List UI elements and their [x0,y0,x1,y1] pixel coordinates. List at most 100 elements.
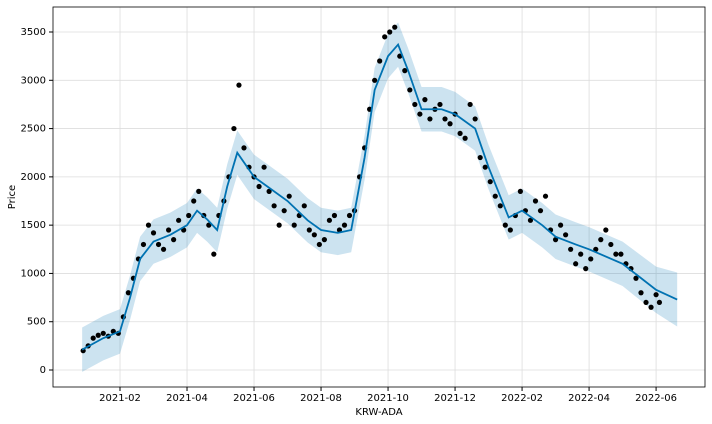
observed-point [291,222,297,228]
observed-point [241,145,247,151]
observed-point [457,130,463,137]
observed-point [487,179,493,185]
y-tick-label: 2000 [21,172,46,183]
y-tick-label: 3500 [21,27,46,38]
observed-point [211,251,217,257]
observed-point [397,53,403,59]
observed-point [382,34,388,40]
observed-point [286,193,292,199]
observed-point [346,212,353,219]
x-tick-label: 2022-06 [635,393,677,404]
observed-point [311,232,317,238]
observed-point [472,116,478,122]
forecast-line [81,42,678,351]
observed-point [301,203,307,209]
observed-point [517,188,523,194]
x-tick-label: 2021-02 [99,393,141,404]
x-tick-label: 2022-04 [568,393,610,404]
observed-point [387,29,393,35]
observed-point [542,193,549,199]
observed-point [583,266,589,272]
observed-point [502,222,508,228]
observed-point [482,164,488,170]
y-tick-label: 500 [27,317,46,328]
x-tick-label: 2021-04 [166,393,208,404]
observed-point [407,87,413,93]
observed-point [492,193,498,199]
uncertainty-band [82,22,678,372]
observed-point [653,292,659,298]
observed-point [176,217,182,223]
observed-point [563,232,569,238]
observed-point [336,227,343,233]
observed-point [266,188,272,194]
observed-point [377,58,383,64]
observed-point [507,227,513,233]
observed-point [150,230,157,236]
x-tick-label: 2021-06 [233,393,275,404]
x-tick-label: 2022-02 [501,393,543,404]
observed-point [236,82,242,88]
x-tick-label: 2021-08 [300,393,342,404]
observed-point [392,24,398,30]
observed-point [462,135,468,141]
observed-point [341,222,348,228]
observed-point [276,222,282,228]
plot-frame [52,6,706,388]
observed-point [90,335,96,341]
observed-point [321,237,327,243]
observed-point [160,246,167,252]
observed-point [271,203,277,209]
y-tick-label: 1000 [21,268,46,279]
observed-point [100,330,106,336]
y-tick-label: 2500 [21,124,46,135]
observed-point [648,304,654,310]
observed-point [537,208,544,214]
observed-point [638,290,644,296]
observed-point [467,101,473,108]
observed-point [588,256,594,262]
observed-point [656,299,663,306]
observed-point [568,246,574,252]
observed-point [417,111,423,117]
x-tick-label: 2021-12 [434,393,476,404]
y-tick-label: 1500 [21,220,46,231]
observed-point [633,275,639,281]
observed-point [527,217,534,223]
observed-point [578,251,584,257]
observed-point [608,241,614,248]
observed-point [618,251,624,257]
observed-point [171,237,177,243]
observed-point [603,227,609,233]
observed-point [191,198,197,204]
observed-point [326,217,333,223]
observed-point [261,164,267,170]
observed-point [427,116,433,122]
observed-point [95,332,101,338]
observed-point [306,227,312,233]
observed-point [557,222,564,228]
observed-point [256,183,262,190]
observed-point [422,97,428,103]
y-axis-label: Price [7,185,18,209]
observed-point [316,241,322,248]
observed-point [437,101,443,108]
x-tick-label: 2021-10 [367,393,409,404]
observed-point [552,237,559,243]
y-tick-label: 3000 [21,75,46,86]
observed-point [477,154,483,161]
observed-point [196,188,202,194]
observed-point [331,212,338,219]
observed-point [165,227,172,233]
observed-point [412,101,418,108]
observed-point [598,237,604,243]
observed-point [186,212,192,219]
observed-point [497,203,503,209]
observed-point [372,77,378,83]
observed-point [447,121,453,127]
observed-point [206,222,212,228]
observed-point [573,261,579,267]
observed-point [231,125,237,132]
observed-point [613,251,619,257]
